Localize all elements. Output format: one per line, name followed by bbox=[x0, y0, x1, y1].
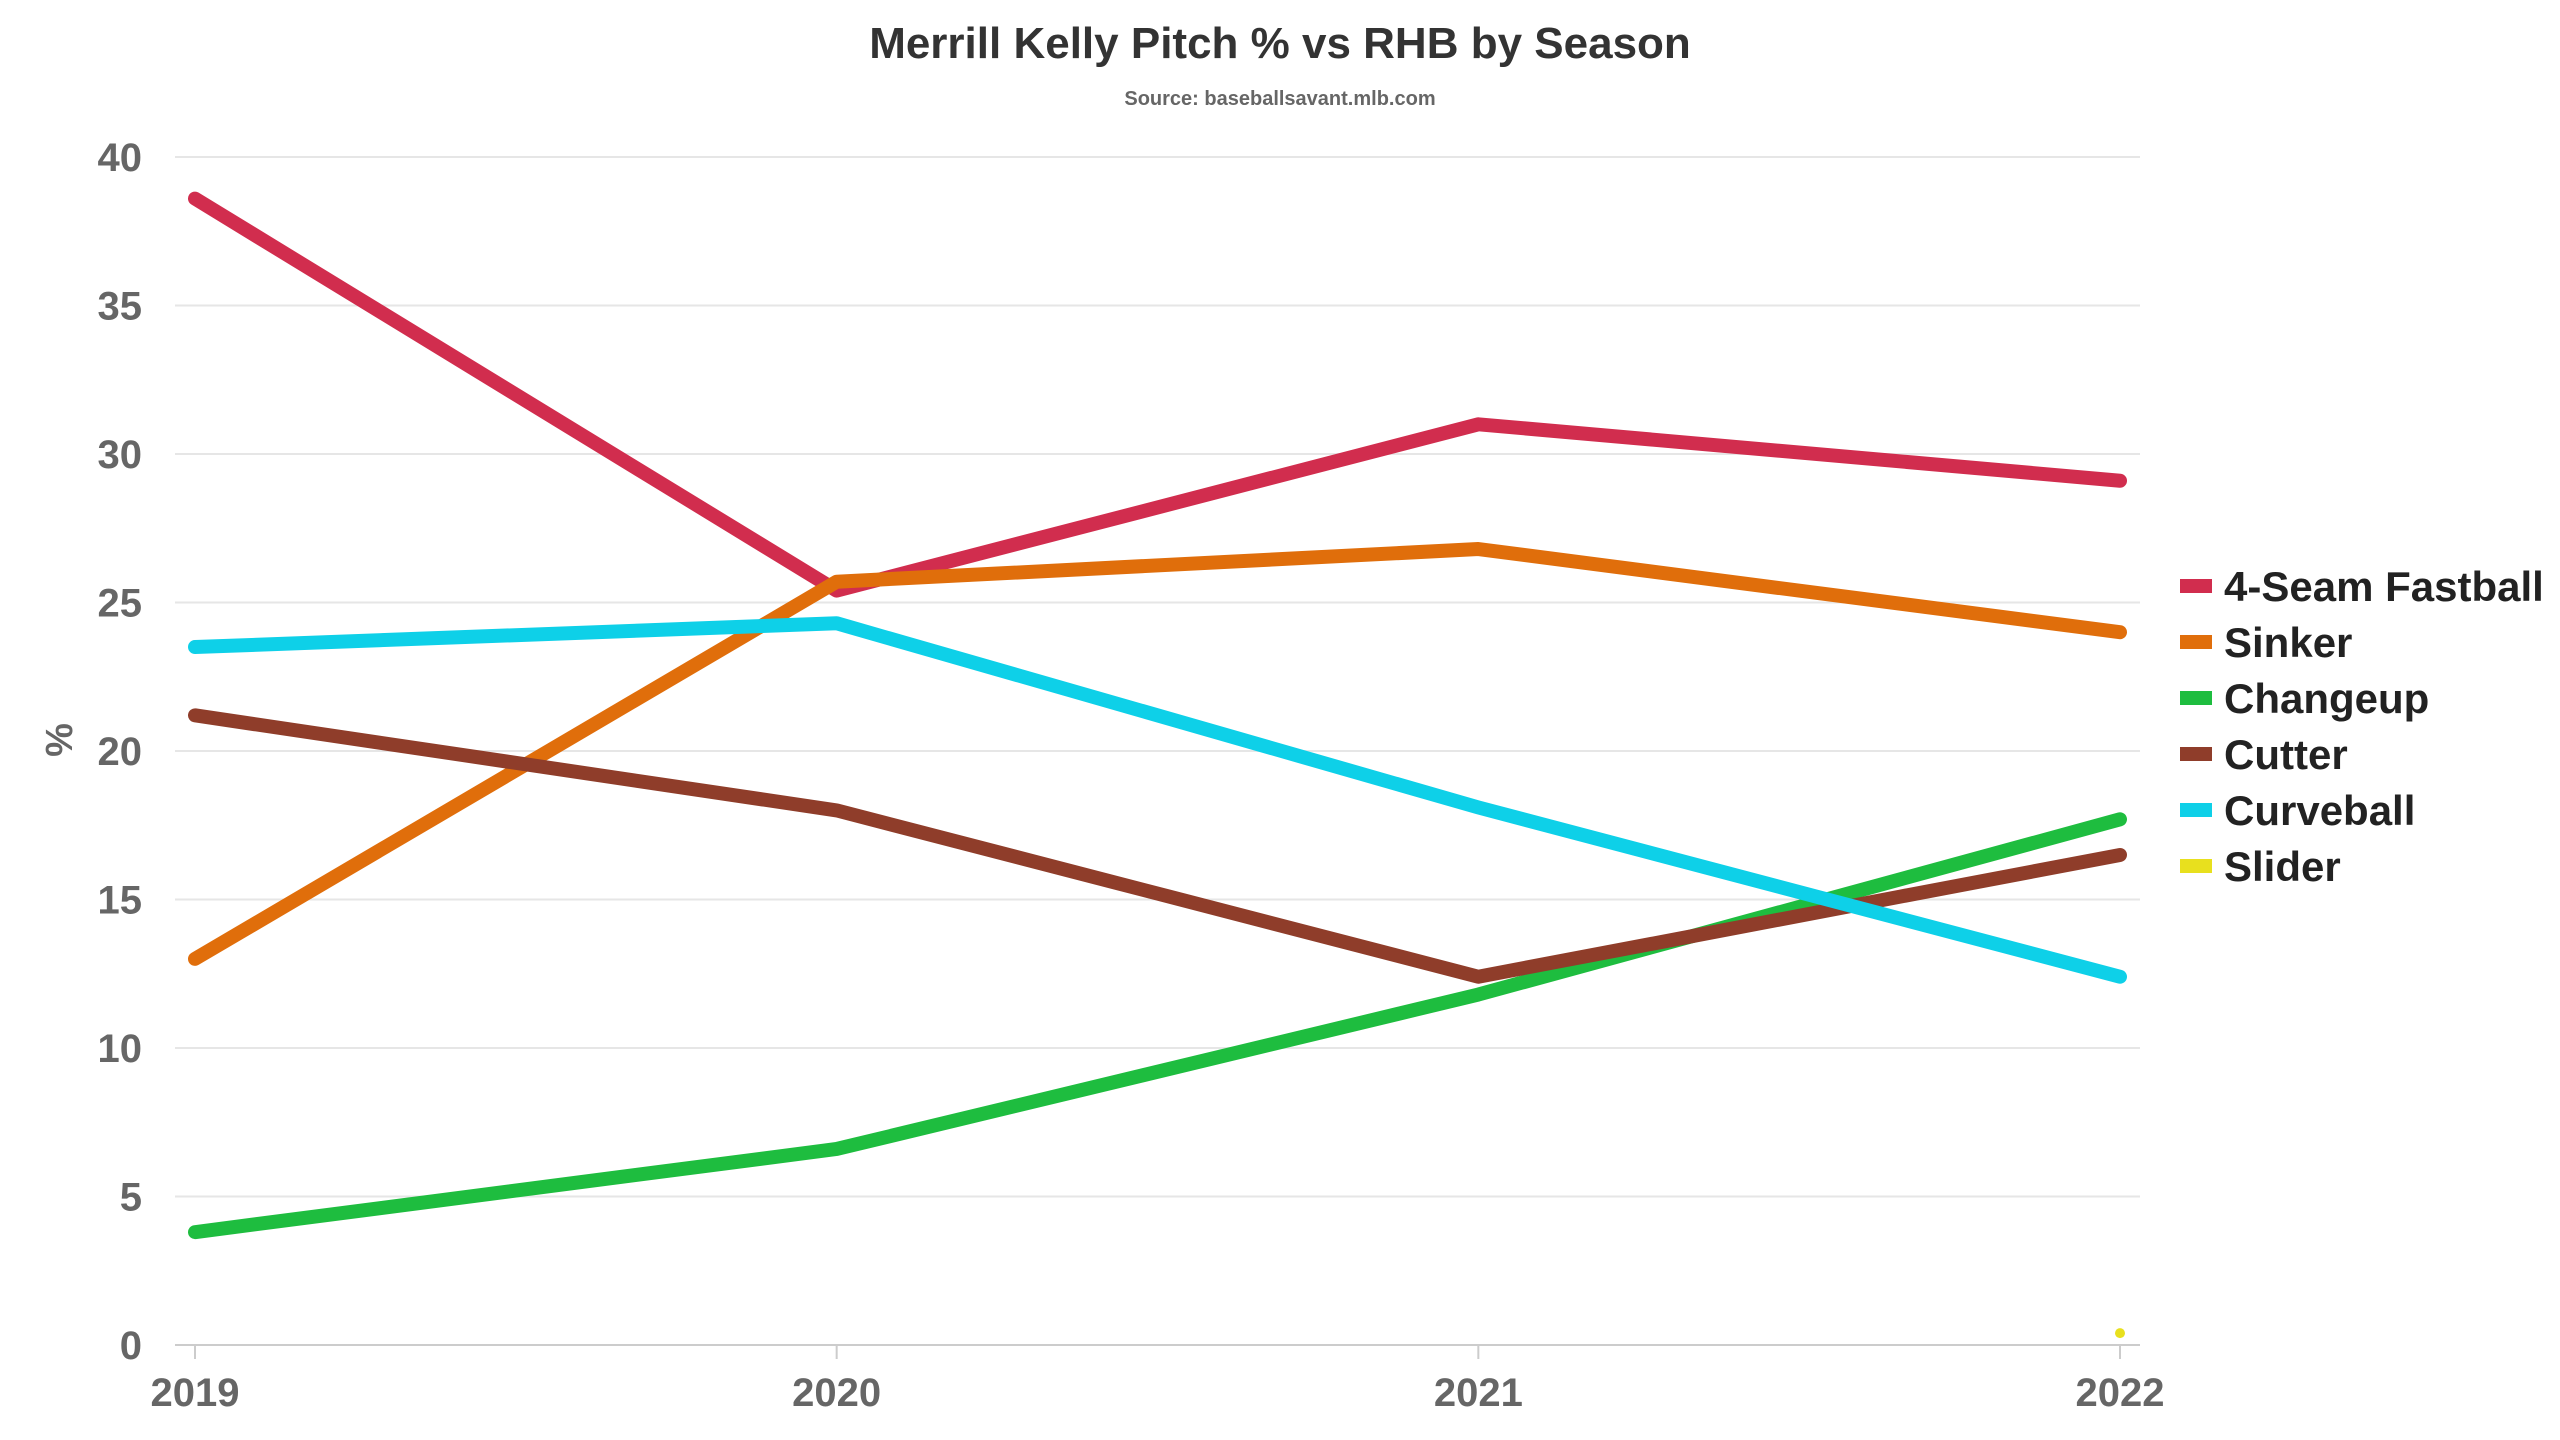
legend-label-changeup: Changeup bbox=[2224, 675, 2429, 722]
series-line-4-seam-fastball bbox=[188, 191, 2127, 598]
x-tick-label: 2022 bbox=[2076, 1371, 2165, 1415]
legend-label-sinker: Sinker bbox=[2224, 619, 2352, 666]
series-layer bbox=[188, 191, 2127, 1339]
legend-label-cutter: Cutter bbox=[2224, 731, 2348, 778]
x-tick-label: 2020 bbox=[792, 1371, 881, 1415]
x-tick-label: 2021 bbox=[1434, 1371, 1523, 1415]
legend-swatch-cutter bbox=[2180, 747, 2212, 761]
series-point-slider bbox=[2115, 1328, 2125, 1339]
x-tick-label: 2019 bbox=[151, 1371, 240, 1415]
series-line-curveball bbox=[188, 616, 2127, 984]
y-ticks: 0 5 10 15 20 25 30 35 40 bbox=[98, 136, 143, 1368]
legend-swatch-slider bbox=[2180, 859, 2212, 873]
y-tick-label: 15 bbox=[98, 879, 143, 923]
y-tick-label: 40 bbox=[98, 136, 143, 180]
x-ticks: 2019 2020 2021 2022 bbox=[151, 1345, 2165, 1415]
y-tick-label: 20 bbox=[98, 730, 143, 774]
legend-label-slider: Slider bbox=[2224, 843, 2341, 890]
legend-swatch-curveball bbox=[2180, 803, 2212, 817]
y-tick-label: 10 bbox=[98, 1027, 143, 1071]
y-tick-label: 25 bbox=[98, 582, 143, 626]
y-axis-label: % bbox=[39, 723, 81, 757]
legend-swatch-changeup bbox=[2180, 691, 2212, 705]
legend-label-4-seam-fastball: 4-Seam Fastball bbox=[2224, 563, 2544, 610]
y-tick-label: 30 bbox=[98, 433, 143, 477]
legend-swatch-sinker bbox=[2180, 635, 2212, 649]
chart-title: Merrill Kelly Pitch % vs RHB by Season bbox=[869, 19, 1691, 68]
legend-label-curveball: Curveball bbox=[2224, 787, 2415, 834]
series-line-changeup bbox=[188, 812, 2127, 1240]
series-line-cutter bbox=[188, 708, 2127, 984]
y-tick-label: 5 bbox=[120, 1176, 142, 1220]
series-line-sinker bbox=[188, 542, 2127, 966]
chart-subtitle: Source: baseballsavant.mlb.com bbox=[1124, 88, 1435, 110]
legend: 4-Seam Fastball Sinker Changeup Cutter Curve… bbox=[2180, 563, 2544, 890]
y-tick-label: 35 bbox=[98, 285, 143, 329]
y-tick-label: 0 bbox=[120, 1324, 142, 1368]
legend-swatch-4-seam-fastball bbox=[2180, 579, 2212, 593]
